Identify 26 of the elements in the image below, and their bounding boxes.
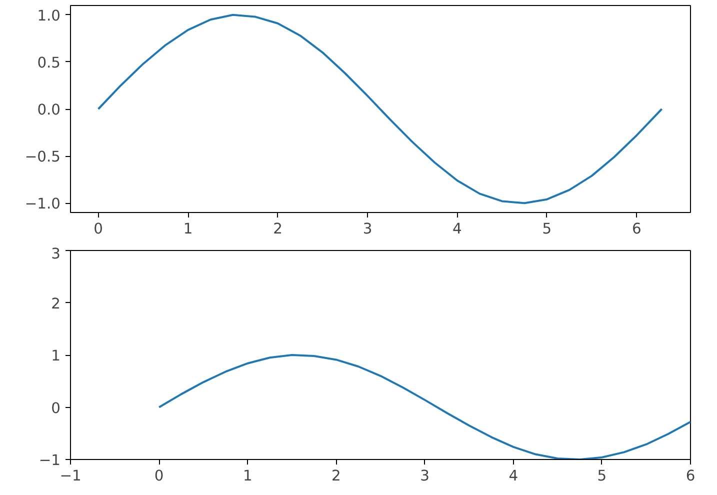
y-tick-label: 0 <box>51 400 61 417</box>
y-tick-label: 1.0 <box>37 7 61 24</box>
x-tick-label: 6 <box>632 220 642 238</box>
y-tick-label: 0.5 <box>37 54 61 72</box>
y-tick-label: 1 <box>51 348 61 364</box>
x-tick-label: 5 <box>542 220 552 238</box>
x-tick-label: 6 <box>686 468 696 484</box>
x-tick-label: 0 <box>94 220 103 238</box>
line-series <box>158 354 690 460</box>
x-tick-label: 2 <box>273 220 282 238</box>
x-tick-label: 4 <box>508 468 518 484</box>
y-tick-label: 3 <box>51 246 61 262</box>
x-tick-label: 0 <box>154 468 164 484</box>
y-tick-label: 2 <box>51 295 61 312</box>
y-tick-label: −0.5 <box>24 148 61 166</box>
x-tick-label: 5 <box>597 468 607 484</box>
y-tick-label: 0.0 <box>37 102 61 118</box>
x-tick-label: 3 <box>362 220 372 238</box>
line-series <box>97 14 663 204</box>
x-tick-label: 1 <box>183 220 193 238</box>
y-tick-label: −1.0 <box>24 196 61 213</box>
x-tick-label: 1 <box>242 468 252 484</box>
x-tick-label: 2 <box>332 468 341 484</box>
x-tick-label: 4 <box>452 220 462 238</box>
y-tick-label: −1 <box>38 452 61 469</box>
x-tick-label: 3 <box>420 468 430 484</box>
